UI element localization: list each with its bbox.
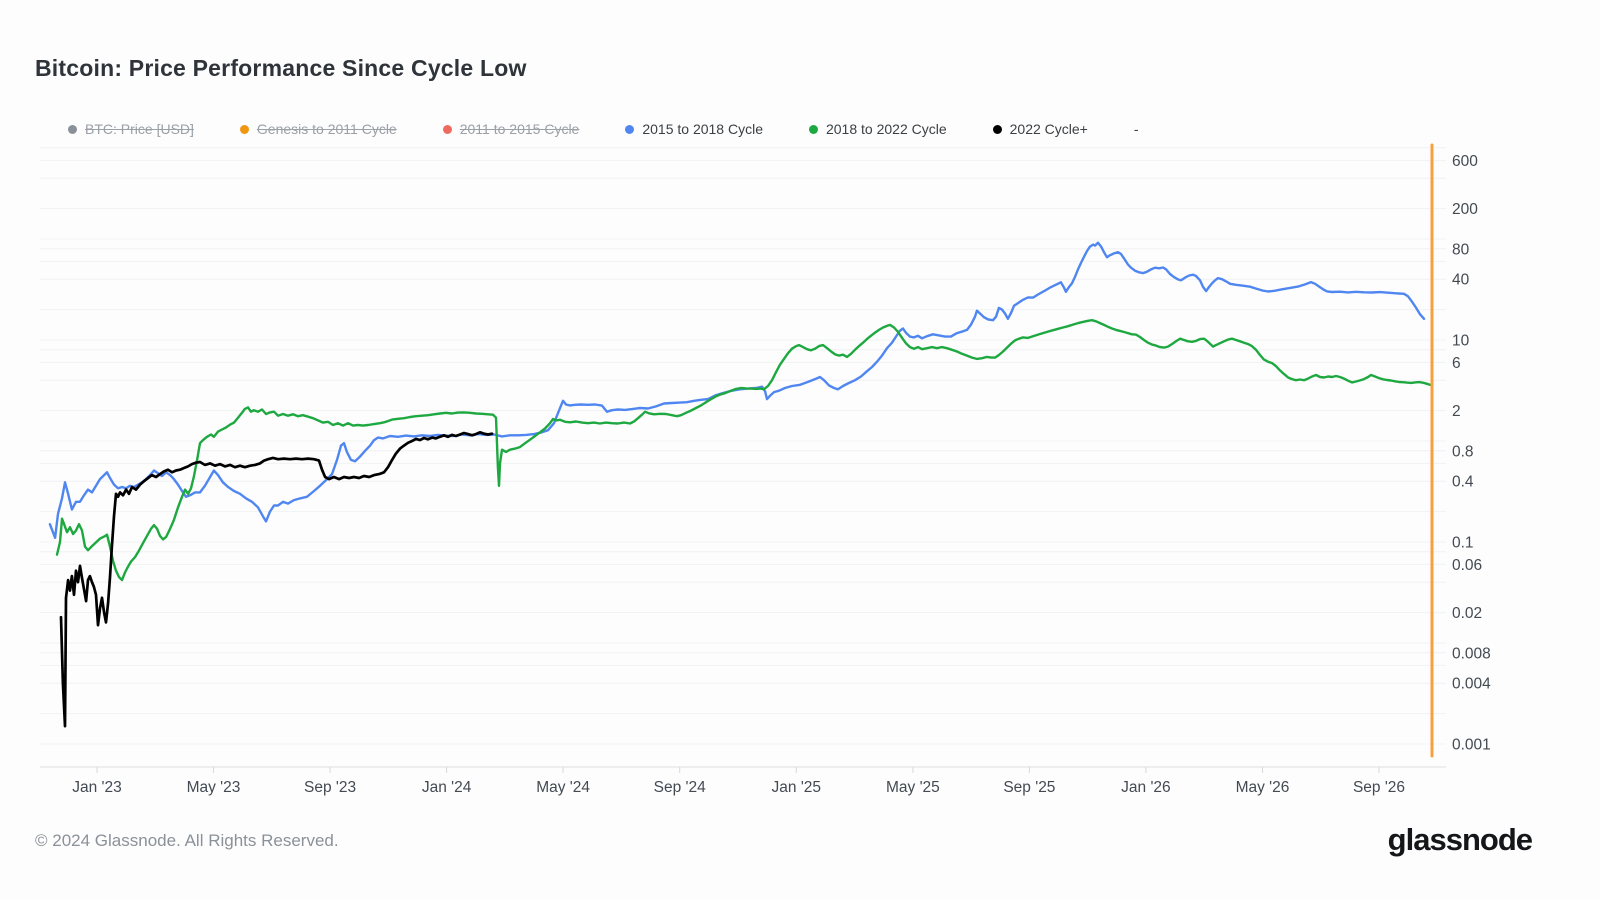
y-axis-label: 10: [1452, 333, 1470, 350]
legend-item[interactable]: 2022 Cycle+: [992, 121, 1088, 137]
y-axis-label: 0.02: [1452, 605, 1482, 622]
x-axis-label: May '23: [187, 779, 241, 796]
legend-dot-icon: [992, 124, 1002, 134]
series-line: [55, 319, 1433, 582]
legend-label: BTC: Price [USD]: [85, 121, 194, 137]
y-axis-label: 200: [1452, 201, 1478, 218]
y-axis-label: 0.06: [1452, 557, 1482, 574]
x-axis-label: Jan '26: [1121, 779, 1171, 796]
x-axis-label: Sep '23: [304, 779, 356, 796]
glassnode-logo: glassnode: [1387, 822, 1533, 857]
x-axis-label: Sep '26: [1353, 779, 1405, 796]
x-axis-label: Jan '25: [772, 779, 822, 796]
legend-label: Genesis to 2011 Cycle: [256, 121, 397, 137]
legend-dot-icon: [442, 124, 452, 134]
legend-label: 2022 Cycle+: [1009, 121, 1088, 137]
x-axis-label: Sep '24: [654, 779, 706, 796]
copyright-text: © 2024 Glassnode. All Rights Reserved.: [35, 831, 339, 850]
x-axis-label: May '24: [536, 779, 590, 796]
legend-label: 2011 to 2015 Cycle: [459, 121, 580, 137]
y-axis-label: 0.1: [1452, 535, 1474, 552]
chart-area: Jan '23 May '23 Sep '23 Jan '24 May '24 Sep '…: [40, 143, 1491, 796]
legend-item[interactable]: 2018 to 2022 Cycle: [808, 121, 947, 137]
legend-item[interactable]: Genesis to 2011 Cycle: [239, 121, 397, 137]
chart-legend: BTC: Price [USD] Genesis to 2011 Cycle 201…: [68, 121, 1139, 137]
legend-label: 2018 to 2022 Cycle: [825, 121, 947, 137]
y-axis-label: 0.008: [1452, 645, 1491, 662]
legend-dot-icon: [239, 124, 249, 134]
x-axis-label: May '25: [886, 779, 940, 796]
y-axis-label: 600: [1452, 153, 1478, 170]
y-axis-label: 80: [1452, 241, 1470, 258]
legend-label: -: [1133, 121, 1139, 137]
legend-dot-icon: [68, 124, 77, 134]
y-axis-label: 0.001: [1452, 737, 1491, 754]
series-line: [59, 430, 494, 728]
y-axis-label: 2: [1452, 403, 1461, 420]
x-axis-label: May '26: [1236, 779, 1290, 796]
legend-dot-icon: [625, 124, 635, 134]
x-axis-label: Jan '24: [422, 779, 472, 796]
legend-item[interactable]: 2011 to 2015 Cycle: [442, 121, 580, 137]
x-axis-label: Sep '25: [1003, 779, 1055, 796]
y-axis-label: 0.4: [1452, 474, 1474, 491]
legend-item[interactable]: BTC: Price [USD]: [68, 121, 194, 137]
legend-dot-icon: [808, 124, 818, 134]
series-line: [48, 241, 1426, 539]
y-axis-label: 6: [1452, 355, 1461, 372]
legend-item[interactable]: -: [1134, 121, 1139, 137]
y-axis-label: 0.8: [1452, 443, 1474, 460]
x-axis-label: Jan '23: [72, 779, 122, 796]
legend-item[interactable]: 2015 to 2018 Cycle: [625, 121, 763, 137]
y-axis-label: 40: [1452, 272, 1470, 289]
page-title: Bitcoin: Price Performance Since Cycle L…: [35, 55, 527, 82]
legend-label: 2015 to 2018 Cycle: [642, 121, 763, 137]
y-axis-label: 0.004: [1452, 676, 1491, 693]
price-performance-plot: Jan '23 May '23 Sep '23 Jan '24 May '24 Sep '…: [40, 143, 1491, 796]
